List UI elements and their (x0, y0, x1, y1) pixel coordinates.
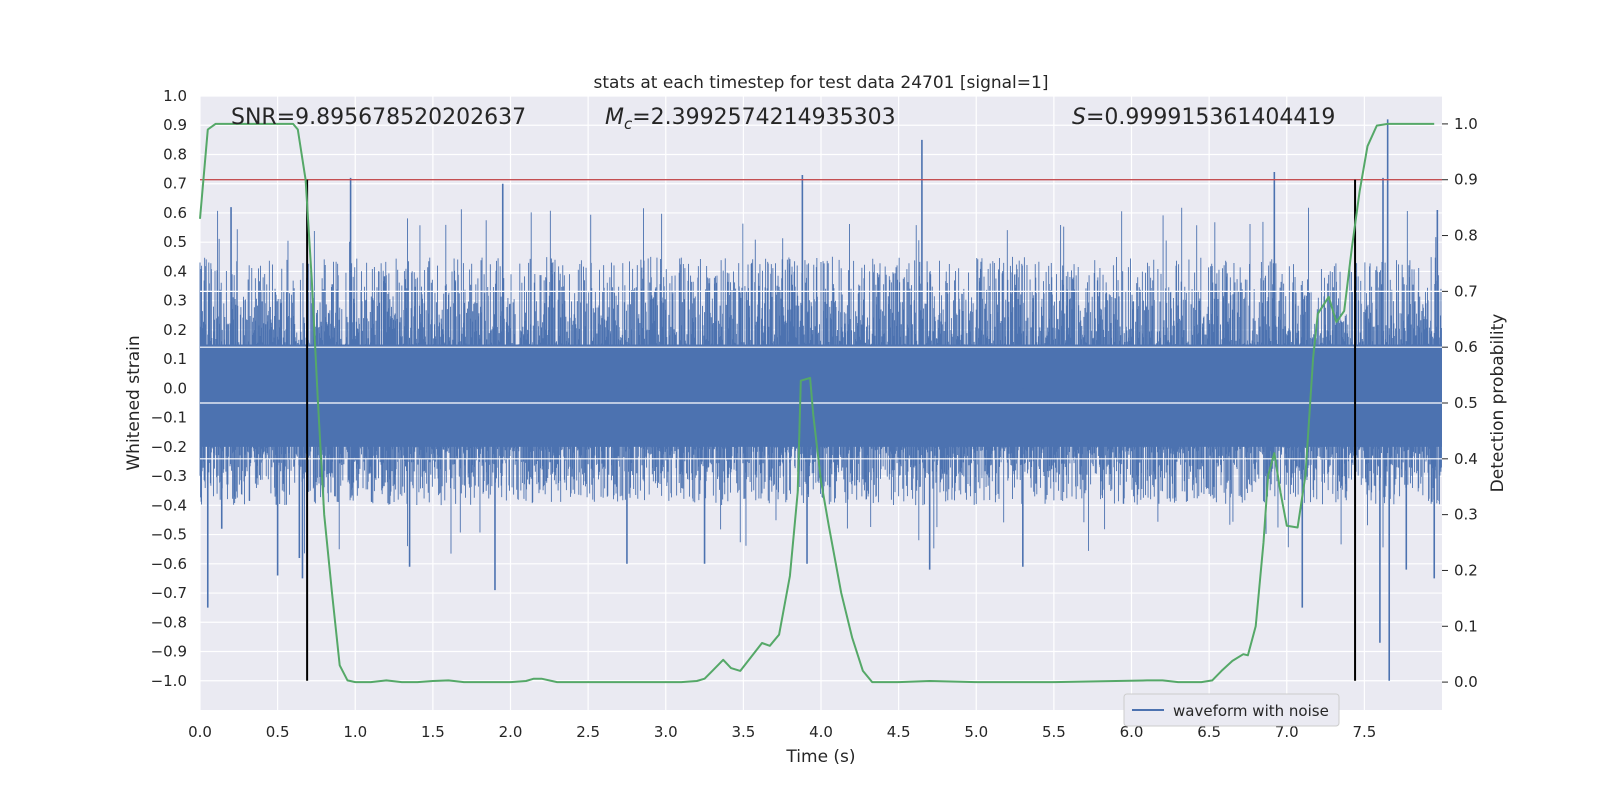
x-tick-label: 4.5 (887, 723, 911, 741)
y-axis-label-right: Detection probability (1488, 314, 1508, 493)
y-left-tick-label: −0.2 (151, 438, 187, 456)
snr-annotation: SNR=9.895678520202637 (231, 105, 526, 130)
legend-label-waveform: waveform with noise (1173, 702, 1329, 720)
y-left-tick-label: 0.3 (163, 292, 187, 310)
x-tick-label: 1.0 (343, 723, 367, 741)
legend-box (1123, 693, 1340, 727)
x-tick-label: 3.0 (654, 723, 678, 741)
y-right-tick-label: 0.2 (1454, 561, 1478, 579)
y-right-tick-label: 0.5 (1454, 394, 1478, 412)
y-left-tick-label: 0.9 (163, 116, 187, 134)
y-left-tick-label: −1.0 (151, 672, 187, 690)
x-tick-label: 5.0 (964, 723, 988, 741)
x-tick-label: 2.0 (499, 723, 523, 741)
x-axis-label: Time (s) (785, 747, 855, 767)
y-right-tick-label: 0.6 (1454, 338, 1478, 356)
y-right-tick-labels: 0.0 0.1 0.2 0.3 0.4 0.5 0.6 0.7 0.8 0.9 1.0 (1442, 115, 1478, 691)
legend: waveform with noise (1123, 693, 1340, 727)
x-tick-label: 7.5 (1352, 723, 1376, 741)
x-tick-label: 7.0 (1275, 723, 1299, 741)
y-left-tick-label: −0.1 (151, 409, 187, 427)
probability-series (199, 122, 1435, 684)
y-right-tick-label: 0.9 (1454, 171, 1478, 189)
y-left-tick-label: −0.8 (151, 613, 187, 631)
x-tick-label: 3.5 (731, 723, 755, 741)
detection-probability-line (199, 122, 1435, 684)
chirp-mass-subscript: c (624, 115, 633, 133)
y-axis-label-left: Whitened strain (124, 335, 144, 470)
x-tick-label: 6.0 (1120, 723, 1144, 741)
x-tick-label: 1.5 (421, 723, 445, 741)
y-left-tick-label: −0.4 (151, 496, 187, 514)
y-left-tick-labels: −1.0 −0.9 −0.8 −0.7 −0.6 −0.5 −0.4 −0.3 −0.2 −0.1… (151, 87, 187, 690)
s-annotation: S=0.999915361404419 (1072, 105, 1335, 130)
y-left-tick-label: 0.7 (163, 175, 187, 193)
y-right-tick-label: 1.0 (1454, 115, 1478, 133)
x-tick-label: 0.5 (266, 723, 290, 741)
chirp-mass-annotation: Mc=2.3992574214935303 (605, 105, 896, 133)
noise-core-band (200, 344, 1442, 447)
x-tick-labels: 0.0 0.5 1.0 1.5 2.0 2.5 3.0 3.5 4.0 4.5 5.0 5.5 6.0 6… (188, 723, 1376, 741)
y-right-tick-label: 0.1 (1454, 617, 1478, 635)
y-right-tick-label: 0.8 (1454, 227, 1478, 245)
x-tick-label: 6.5 (1197, 723, 1221, 741)
y-right-tick-label: 0.7 (1454, 282, 1478, 300)
y-left-tick-label: 0.1 (163, 350, 187, 368)
y-right-tick-label: 0.4 (1454, 450, 1478, 468)
y-left-tick-label: 1.0 (163, 87, 187, 105)
y-left-tick-label: 0.6 (163, 204, 187, 222)
y-right-tick-label: 0.3 (1454, 506, 1478, 524)
y-left-tick-label: −0.9 (151, 643, 187, 661)
chirp-mass-symbol: M (605, 105, 624, 130)
y-left-tick-label: 0.8 (163, 145, 187, 163)
s-symbol: S (1072, 105, 1086, 130)
y-left-tick-label: −0.5 (151, 526, 187, 544)
y-left-tick-label: −0.3 (151, 467, 187, 485)
y-left-tick-label: 0.5 (163, 233, 187, 251)
x-tick-label: 5.5 (1042, 723, 1066, 741)
y-left-tick-label: −0.7 (151, 584, 187, 602)
x-tick-label: 0.0 (188, 723, 212, 741)
y-left-tick-label: 0.2 (163, 321, 187, 339)
x-tick-label: 4.0 (809, 723, 833, 741)
reference-lines (200, 179, 1442, 681)
y-left-tick-label: 0.4 (163, 262, 187, 280)
y-right-tick-label: 0.0 (1454, 673, 1478, 691)
x-tick-label: 2.5 (576, 723, 600, 741)
s-value: =0.999915361404419 (1086, 105, 1335, 130)
chirp-mass-value: =2.3992574214935303 (632, 105, 895, 130)
chart-title: stats at each timestep for test data 247… (594, 73, 1049, 93)
y-left-tick-label: 0.0 (163, 379, 187, 397)
y-left-tick-label: −0.6 (151, 555, 187, 573)
